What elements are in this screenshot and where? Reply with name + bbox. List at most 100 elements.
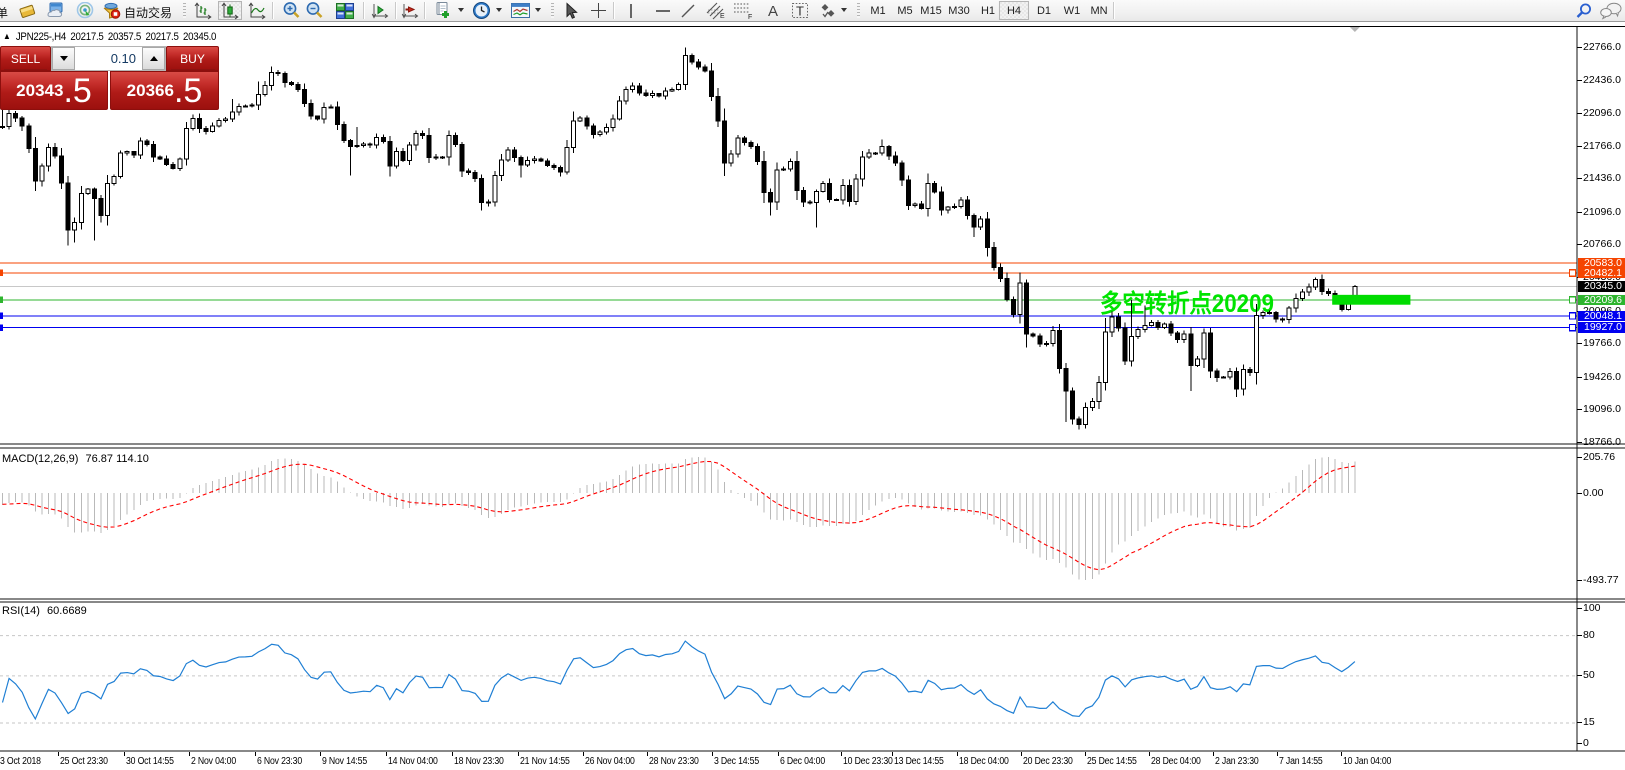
candle-body	[846, 185, 852, 202]
toolbar-grip[interactable]	[183, 3, 186, 18]
new-order-partial-label[interactable]: 单	[0, 6, 9, 20]
autotrading-button[interactable]	[99, 1, 123, 20]
level-left-marker[interactable]	[0, 312, 3, 319]
level-price-label[interactable]: 20048.1	[1578, 310, 1625, 321]
chart-annotation-text[interactable]: 多空转折点20209	[1100, 289, 1274, 318]
candle-body	[295, 84, 301, 90]
price-tick-mark	[1577, 47, 1582, 48]
candle-body	[597, 131, 603, 135]
candle-body	[426, 135, 432, 159]
horizontal-line-button[interactable]	[651, 1, 675, 20]
text-label-button[interactable]: T	[788, 1, 812, 20]
candle-body	[1299, 291, 1305, 299]
level-price-label[interactable]: 20482.1	[1578, 268, 1625, 279]
highlight-rectangle[interactable]	[1332, 294, 1411, 305]
candle-body	[196, 118, 202, 129]
timeframe-d1-button[interactable]: D1	[1036, 4, 1052, 17]
chart-shift-button[interactable]	[398, 1, 422, 20]
line-chart-button[interactable]	[245, 1, 269, 20]
time-axis[interactable]: 3 Oct 2018 25 Oct 23:30 30 Oct 14:55 2 Nov …	[0, 751, 1625, 770]
templates-dropdown-arrow[interactable]	[535, 8, 541, 12]
candle-body	[564, 147, 570, 173]
candle-body	[551, 164, 557, 168]
level-price-label[interactable]: 20583.0	[1578, 258, 1625, 269]
cursor-button[interactable]	[558, 1, 582, 20]
candle-body	[1004, 278, 1010, 300]
signals-button[interactable]	[73, 1, 97, 20]
level-left-marker[interactable]	[0, 296, 3, 304]
timeframe-h4-button[interactable]: H4	[998, 1, 1030, 20]
level-right-marker[interactable]	[1568, 323, 1577, 332]
collapse-triangle-icon[interactable]: ▲	[3, 31, 11, 41]
timeframe-h1-button[interactable]: H1	[980, 4, 996, 17]
arrows-dropdown-arrow[interactable]	[841, 8, 847, 12]
level-right-marker[interactable]	[1568, 311, 1577, 320]
toolbar-separator	[613, 2, 614, 19]
timeframe-w1-button[interactable]: W1	[1063, 4, 1081, 17]
candle-body	[1267, 311, 1273, 314]
candle-body	[722, 120, 728, 164]
candle-body	[1043, 343, 1049, 346]
templates-button[interactable]	[508, 1, 532, 20]
volume-input[interactable]	[75, 47, 142, 70]
candle-body	[249, 104, 255, 107]
candle-body	[860, 156, 866, 180]
timeframe-m30-button[interactable]: M30	[948, 4, 970, 17]
new-order-button[interactable]	[15, 1, 39, 20]
timeframe-m5-button[interactable]: M5	[897, 4, 913, 17]
tile-windows-button[interactable]	[333, 1, 357, 20]
candle-body	[13, 112, 19, 119]
periods-dropdown-arrow[interactable]	[496, 8, 502, 12]
equidistant-channel-button[interactable]: E	[704, 1, 728, 20]
sell-button[interactable]: SELL	[0, 46, 51, 71]
market-watch-button[interactable]	[44, 1, 68, 20]
autotrading-label[interactable]: 自动交易	[124, 6, 173, 20]
timeframe-m15-button[interactable]: M15	[920, 4, 942, 17]
candle-body	[1089, 401, 1095, 409]
level-left-marker[interactable]	[0, 269, 3, 277]
price-tick-label: 22766.0	[1583, 41, 1621, 53]
candle-body	[1214, 370, 1220, 379]
search-button[interactable]	[1572, 1, 1596, 20]
crosshair-button[interactable]	[586, 1, 610, 20]
buy-button[interactable]: BUY	[166, 46, 219, 71]
fibonacci-button[interactable]: F	[731, 1, 755, 20]
candle-body	[945, 206, 951, 211]
candle-body	[1168, 323, 1174, 334]
periods-button[interactable]	[469, 1, 493, 20]
chart-canvas[interactable]: 多空转折点20209	[0, 27, 1625, 770]
toolbar-grip[interactable]	[857, 3, 860, 18]
vertical-line-button[interactable]	[619, 1, 643, 20]
bid-price-label[interactable]: 20345.0	[1578, 281, 1625, 292]
zoom-in-button[interactable]	[279, 1, 303, 20]
level-right-marker[interactable]	[1568, 269, 1577, 277]
trendline-button[interactable]	[676, 1, 700, 20]
text-button[interactable]: A	[761, 1, 785, 20]
volume-decrease-button[interactable]	[52, 47, 75, 70]
indicators-dropdown-arrow[interactable]	[458, 8, 464, 12]
candle-body	[105, 183, 111, 217]
level-price-label[interactable]: 19927.0	[1578, 322, 1625, 333]
horizontal-line-icon	[654, 2, 672, 20]
sell-price-display[interactable]: 20343.5	[0, 71, 108, 110]
time-tick-mark	[386, 752, 387, 756]
timeframe-m1-button[interactable]: M1	[870, 4, 886, 17]
timeframe-mn-button[interactable]: MN	[1090, 4, 1108, 17]
bar-chart-button[interactable]	[191, 1, 215, 20]
zoom-out-button[interactable]	[302, 1, 326, 20]
auto-scroll-button[interactable]	[368, 1, 392, 20]
volume-increase-button[interactable]	[142, 47, 165, 70]
candle-body	[1129, 336, 1135, 362]
buy-price-display[interactable]: 20366.5	[110, 71, 219, 110]
level-price-label[interactable]: 20209.6	[1578, 295, 1625, 306]
toolbar-grip[interactable]	[551, 3, 554, 18]
arrows-button[interactable]	[816, 1, 840, 20]
candlestick-chart-button[interactable]	[218, 1, 242, 20]
level-right-marker[interactable]	[1568, 295, 1577, 304]
candle-body	[210, 125, 216, 133]
chat-button[interactable]	[1599, 1, 1623, 20]
time-tick-label: 10 Jan 04:00	[1343, 756, 1392, 767]
indicators-button[interactable]	[431, 1, 455, 20]
buy-divider	[171, 69, 215, 70]
level-left-marker[interactable]	[0, 324, 3, 331]
